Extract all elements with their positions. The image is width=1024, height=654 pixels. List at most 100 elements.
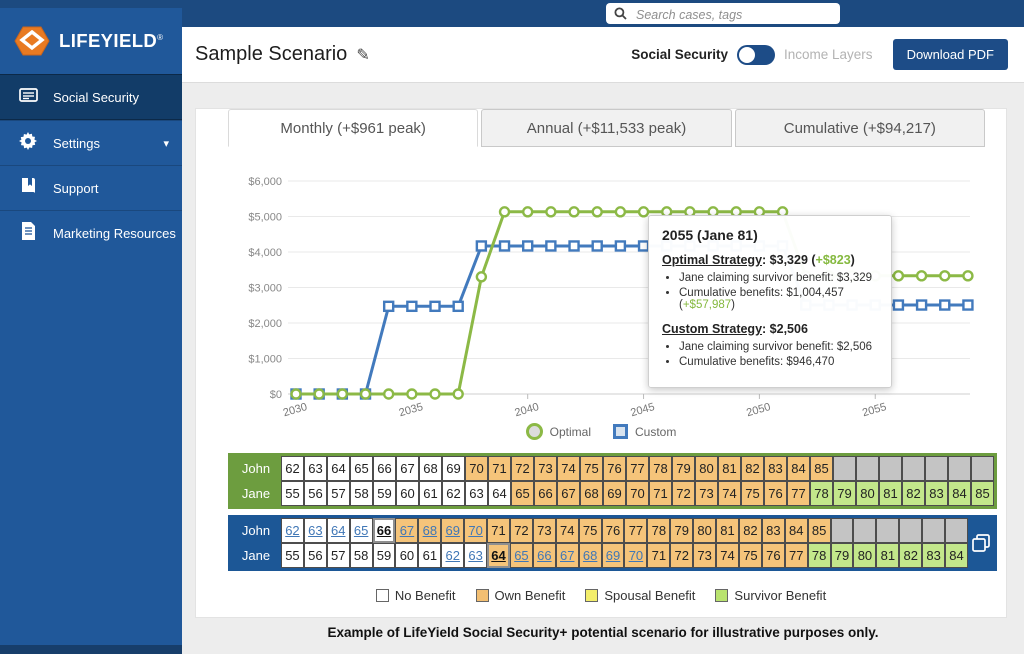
age-cell[interactable]: 69 bbox=[441, 518, 465, 543]
age-cell[interactable]: 64 bbox=[487, 543, 510, 568]
age-cell: 80 bbox=[693, 518, 717, 543]
optimal-data-point[interactable] bbox=[429, 388, 441, 400]
optimal-data-point[interactable] bbox=[939, 270, 951, 282]
optimal-data-point[interactable] bbox=[359, 388, 372, 400]
optimal-data-point[interactable] bbox=[313, 388, 325, 400]
legend-item-optimal[interactable]: Optimal bbox=[525, 423, 591, 440]
age-cell[interactable]: 67 bbox=[555, 543, 579, 568]
age-cell: 78 bbox=[647, 518, 671, 543]
age-cell: 63 bbox=[465, 481, 488, 506]
logo[interactable]: LIFEYIELD® bbox=[0, 8, 182, 74]
age-cell[interactable]: 63 bbox=[464, 543, 488, 568]
edit-scenario-icon[interactable]: ✎ bbox=[356, 46, 370, 64]
custom-data-point[interactable] bbox=[962, 299, 974, 311]
age-cell: 84 bbox=[787, 456, 810, 481]
age-cell[interactable]: 68 bbox=[418, 518, 442, 543]
optimal-data-point[interactable] bbox=[290, 388, 302, 400]
age-cell[interactable]: 66 bbox=[532, 543, 556, 568]
age-cell: 74 bbox=[716, 543, 739, 568]
chevron-down-icon: ▾ bbox=[163, 137, 169, 150]
page-title: Sample Scenario bbox=[195, 43, 348, 65]
benefit-legend-label: No Benefit bbox=[394, 588, 456, 603]
search-input[interactable] bbox=[634, 3, 838, 26]
custom-data-point[interactable] bbox=[892, 299, 905, 311]
optimal-data-point[interactable] bbox=[452, 388, 464, 400]
age-cell: 80 bbox=[695, 456, 718, 481]
optimal-data-point[interactable] bbox=[614, 206, 627, 218]
header-controls: Social Security Income Layers Download P… bbox=[631, 39, 1024, 70]
age-cell: 67 bbox=[557, 481, 580, 506]
age-cell[interactable]: 69 bbox=[601, 543, 625, 568]
optimal-data-point[interactable] bbox=[336, 388, 349, 400]
age-cell: 73 bbox=[532, 518, 556, 543]
sidebar-item-settings[interactable]: Settings ▾ bbox=[0, 120, 182, 165]
custom-data-point[interactable] bbox=[591, 240, 603, 252]
custom-data-point[interactable] bbox=[382, 300, 395, 313]
optimal-data-point[interactable] bbox=[637, 206, 650, 218]
custom-data-point[interactable] bbox=[522, 240, 534, 252]
person-label-jane: Jane bbox=[241, 548, 271, 563]
custom-data-point[interactable] bbox=[475, 240, 488, 252]
tab-bar: Monthly (+$961 peak) Annual (+$11,533 pea… bbox=[228, 109, 988, 147]
age-cell[interactable]: 66 bbox=[372, 518, 396, 543]
age-cell: 74 bbox=[555, 518, 579, 543]
sidebar-item-marketing-resources[interactable]: Marketing Resources bbox=[0, 210, 182, 255]
custom-data-point[interactable] bbox=[429, 300, 441, 313]
optimal-data-point[interactable] bbox=[591, 206, 603, 218]
optimal-data-point[interactable] bbox=[962, 270, 974, 282]
optimal-data-point[interactable] bbox=[522, 206, 534, 218]
age-cell[interactable]: 64 bbox=[326, 518, 350, 543]
optimal-data-point[interactable] bbox=[892, 270, 905, 282]
age-cell[interactable]: 65 bbox=[509, 543, 533, 568]
custom-data-point[interactable] bbox=[406, 300, 418, 313]
view-mode-toggle[interactable] bbox=[737, 44, 776, 65]
tooltip-body: Optimal Strategy: $3,329 (+$823) Jane cla… bbox=[662, 253, 878, 368]
download-pdf-button[interactable]: Download PDF bbox=[892, 39, 1008, 70]
age-cell: 82 bbox=[741, 456, 764, 481]
age-cell-empty bbox=[971, 456, 994, 481]
custom-data-point[interactable] bbox=[637, 240, 650, 252]
optimal-data-point[interactable] bbox=[498, 206, 511, 218]
copy-scenario-button[interactable] bbox=[968, 518, 994, 568]
optimal-data-point[interactable] bbox=[475, 271, 488, 283]
age-cell: 60 bbox=[395, 543, 419, 568]
optimal-data-point[interactable] bbox=[568, 206, 580, 218]
age-cell: 68 bbox=[419, 456, 442, 481]
age-cell[interactable]: 62 bbox=[441, 543, 465, 568]
ssn-card-icon bbox=[19, 86, 38, 109]
tab-cumulative[interactable]: Cumulative (+$94,217) bbox=[734, 109, 985, 147]
custom-data-point[interactable] bbox=[939, 299, 951, 311]
age-cell[interactable]: 70 bbox=[464, 518, 488, 543]
custom-data-point[interactable] bbox=[614, 240, 627, 252]
age-cell: 73 bbox=[534, 456, 557, 481]
custom-data-point[interactable] bbox=[915, 299, 928, 311]
age-cell: 59 bbox=[373, 481, 396, 506]
age-cell: 79 bbox=[672, 456, 695, 481]
age-cell[interactable]: 68 bbox=[578, 543, 602, 568]
age-cell: 56 bbox=[303, 543, 327, 568]
age-cell: 55 bbox=[281, 481, 304, 506]
age-cell: 85 bbox=[810, 456, 833, 481]
y-axis-label: $2,000 bbox=[248, 318, 282, 330]
custom-data-point[interactable] bbox=[545, 240, 557, 252]
optimal-data-point[interactable] bbox=[406, 388, 418, 400]
custom-data-point[interactable] bbox=[452, 300, 464, 313]
age-cell[interactable]: 62 bbox=[281, 518, 304, 543]
legend-item-custom[interactable]: Custom bbox=[613, 423, 676, 440]
tab-annual[interactable]: Annual (+$11,533 peak) bbox=[481, 109, 732, 147]
optimal-data-point[interactable] bbox=[915, 270, 928, 282]
age-cell: 64 bbox=[488, 481, 511, 506]
optimal-data-point[interactable] bbox=[382, 388, 395, 400]
age-cell: 75 bbox=[580, 456, 603, 481]
custom-data-point[interactable] bbox=[498, 240, 511, 252]
age-cell[interactable]: 67 bbox=[395, 518, 419, 543]
custom-data-point[interactable] bbox=[568, 240, 580, 252]
age-cell[interactable]: 65 bbox=[349, 518, 373, 543]
optimal-data-point[interactable] bbox=[545, 206, 557, 218]
age-cell[interactable]: 63 bbox=[303, 518, 327, 543]
age-cell[interactable]: 70 bbox=[624, 543, 648, 568]
tab-monthly[interactable]: Monthly (+$961 peak) bbox=[228, 109, 479, 147]
sidebar-item-support[interactable]: Support bbox=[0, 165, 182, 210]
age-cell: 73 bbox=[695, 481, 718, 506]
sidebar-item-social-security[interactable]: Social Security bbox=[0, 74, 182, 120]
